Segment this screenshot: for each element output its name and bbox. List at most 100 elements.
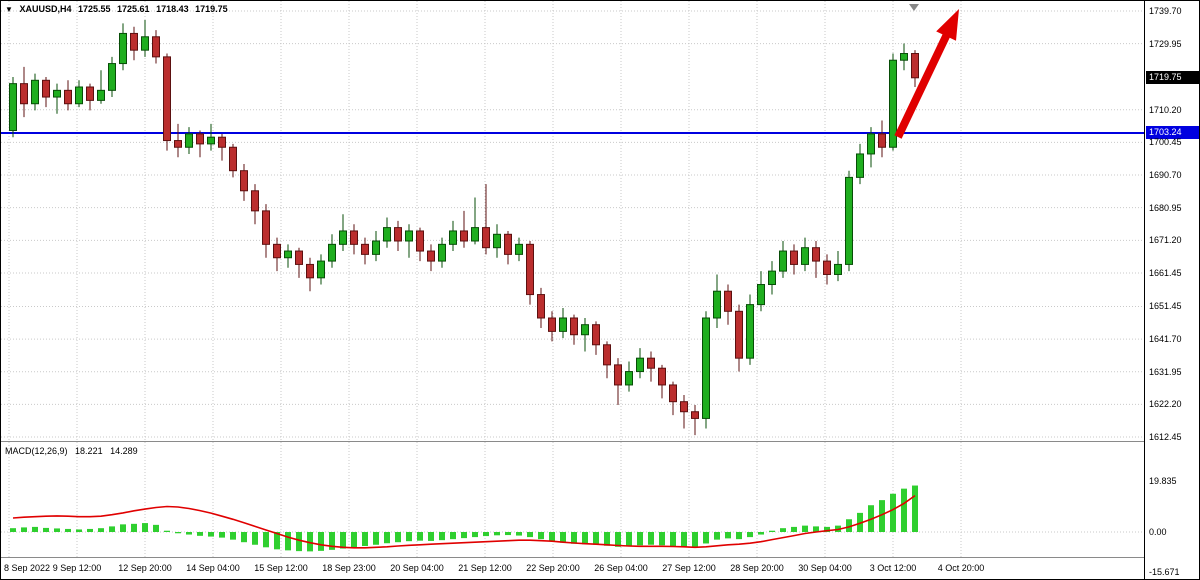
macd-histogram-bar: [252, 532, 258, 545]
price-axis-label: 1661.45: [1149, 267, 1182, 278]
macd-indicator-canvas[interactable]: [1, 442, 1144, 557]
macd-histogram-bar: [857, 512, 863, 532]
macd-histogram-bar: [604, 532, 610, 546]
macd-histogram-bar: [725, 532, 731, 539]
macd-histogram-bar: [208, 532, 214, 537]
macd-histogram-bar: [120, 524, 126, 532]
macd-signal-value: 14.289: [110, 446, 138, 456]
macd-histogram-bar: [890, 493, 896, 532]
candle-body: [75, 86, 83, 105]
macd-histogram-bar: [758, 532, 764, 535]
price-axis-label: 1631.95: [1149, 366, 1182, 377]
time-axis-label: 20 Sep 04:00: [390, 563, 444, 573]
macd-histogram-bar: [824, 526, 830, 532]
price-scale[interactable]: 1719.75 1703.24 1739.70 1729.95 1710.20 170…: [1144, 1, 1199, 579]
macd-histogram-bar: [626, 532, 632, 547]
time-axis-label: 8 Sep 2022: [4, 563, 51, 573]
candle-body: [713, 290, 721, 319]
macd-label: MACD(12,26,9): [5, 446, 68, 456]
macd-histogram-bar: [76, 529, 82, 532]
candle-body: [889, 59, 897, 148]
macd-histogram-bar: [351, 532, 357, 548]
panel-separator-macd-timeaxis: [1, 557, 1144, 558]
panel-separator-main-macd[interactable]: [1, 441, 1144, 442]
price-axis-label: 1641.70: [1149, 334, 1182, 345]
current-price-badge: 1719.75: [1146, 71, 1199, 84]
candle-body: [229, 146, 237, 172]
candle-body: [394, 227, 402, 242]
macd-histogram-bar: [736, 532, 742, 540]
macd-histogram-bar: [813, 526, 819, 532]
candle-body: [702, 317, 710, 419]
candle-body: [900, 53, 908, 61]
macd-axis-label: 19.835: [1149, 476, 1177, 487]
candle-body: [383, 227, 391, 242]
macd-histogram-bar: [439, 532, 445, 541]
time-axis-label: 3 Oct 12:00: [869, 563, 917, 573]
macd-histogram-bar: [395, 532, 401, 543]
macd-histogram-bar: [131, 523, 137, 532]
time-scale[interactable]: 8 Sep 2022 9 Sep 12:00 12 Sep 20:00 14 Sep …: [1, 558, 1144, 579]
candle-body: [757, 284, 765, 306]
macd-histogram-bar: [747, 532, 753, 538]
candle-body: [295, 250, 303, 265]
candle-body: [625, 371, 633, 386]
price-axis-label: 1671.20: [1149, 235, 1182, 246]
macd-histogram-bar: [109, 526, 115, 532]
time-axis-label: 18 Sep 23:00: [322, 563, 376, 573]
candle-body: [482, 227, 490, 249]
macd-histogram-bar: [615, 532, 621, 547]
macd-histogram-bar: [285, 532, 291, 551]
time-axis-label: 15 Sep 12:00: [254, 563, 308, 573]
macd-histogram-bar: [527, 532, 533, 538]
macd-axis-label: 0.00: [1149, 527, 1167, 537]
macd-histogram-bar: [802, 525, 808, 532]
macd-histogram-bar: [912, 485, 918, 532]
macd-histogram-bar: [428, 532, 434, 541]
macd-histogram-bar: [153, 524, 159, 532]
candle-body: [867, 133, 875, 155]
macd-histogram-bar: [417, 532, 423, 541]
macd-histogram-bar: [274, 532, 280, 550]
candle-body: [317, 260, 325, 279]
candle-body: [878, 133, 886, 148]
time-axis-label: 9 Sep 12:00: [52, 563, 102, 573]
candle-body: [845, 176, 853, 265]
candle-body: [53, 89, 61, 98]
candle-body: [42, 79, 50, 98]
candle-body: [196, 133, 204, 145]
candle-body: [130, 32, 138, 51]
macd-histogram-bar: [571, 532, 577, 544]
candle-body: [680, 401, 688, 413]
macd-histogram-bar: [65, 528, 71, 532]
candle-body: [97, 89, 105, 101]
price-axis-label: 1739.70: [1149, 6, 1182, 16]
macd-histogram-bar: [472, 532, 478, 538]
candle-body: [152, 36, 160, 58]
time-axis-label: 14 Sep 04:00: [186, 563, 240, 573]
price-chart-canvas[interactable]: [1, 1, 1144, 442]
candle-body: [515, 243, 523, 255]
candle-body: [768, 270, 776, 286]
candle-body: [812, 247, 820, 262]
candle-body: [790, 250, 798, 265]
candle-body: [658, 367, 666, 386]
candle-body: [834, 263, 842, 275]
candle-body: [438, 243, 446, 262]
candle-body: [240, 170, 248, 192]
symbol-dropdown-icon[interactable]: ▼: [5, 5, 13, 14]
candle-body: [405, 230, 413, 242]
candle-body: [647, 357, 655, 369]
macd-histogram-bar: [32, 526, 38, 532]
macd-value: 18.221: [75, 446, 103, 456]
price-axis-label: 1690.70: [1149, 170, 1182, 181]
macd-histogram-bar: [373, 532, 379, 545]
time-axis-label: 27 Sep 12:00: [662, 563, 716, 573]
candle-body: [262, 210, 270, 245]
candle-body: [251, 190, 259, 212]
macd-histogram-bar: [164, 530, 170, 532]
trend-arrow-object[interactable]: [894, 9, 959, 139]
macd-histogram-bar: [142, 523, 148, 532]
price-axis-label: 1651.45: [1149, 301, 1182, 312]
